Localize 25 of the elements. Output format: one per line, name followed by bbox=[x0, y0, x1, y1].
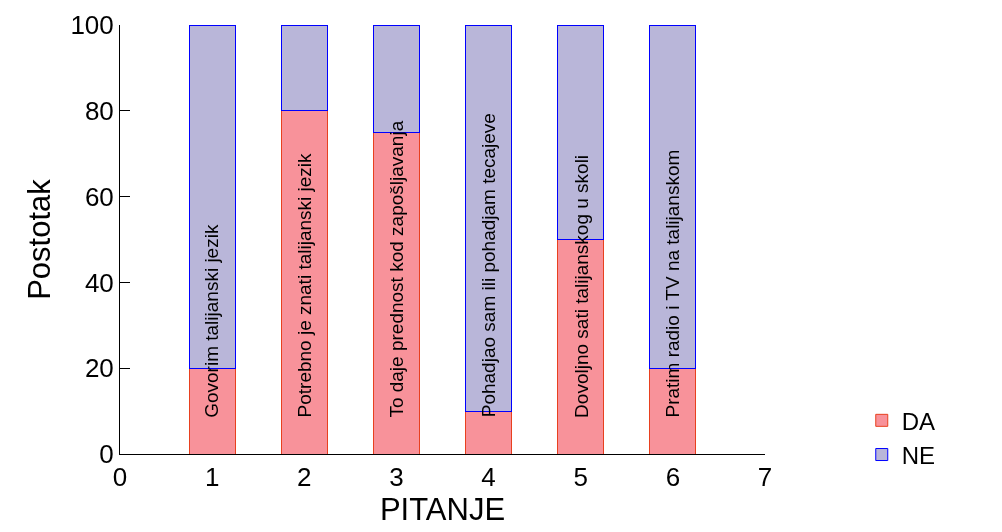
x-tick-label: 1 bbox=[204, 462, 220, 493]
annotation: Govorim talijanski jezik bbox=[201, 224, 223, 418]
y-tick-label: 20 bbox=[84, 353, 114, 384]
bar bbox=[280, 25, 328, 112]
x-tick-label: 4 bbox=[481, 462, 496, 493]
annotation: Potrebno je znati talijanski jezik bbox=[294, 152, 316, 418]
x-tick-label: 2 bbox=[297, 462, 312, 493]
y-tick-label: 100 bbox=[70, 10, 114, 41]
y-tick-label: 40 bbox=[84, 267, 114, 298]
y-axis-title: Postotak bbox=[22, 178, 58, 300]
annotation: Pratim radio i TV na talijanskom bbox=[662, 149, 684, 418]
bar bbox=[280, 110, 328, 454]
x-tick-label: 3 bbox=[389, 462, 404, 493]
legend-label: NE bbox=[901, 441, 936, 469]
x-tick-label: 5 bbox=[573, 462, 588, 493]
y-tick-label: 80 bbox=[84, 95, 114, 126]
annotation: Pohadjao sam ili pohadjam tecajeve bbox=[477, 113, 499, 418]
x-axis-title: PITANJE bbox=[379, 492, 506, 528]
x-tick-label: 7 bbox=[757, 462, 773, 493]
annotation: Dovoljno sati talijanskog u skoli bbox=[570, 154, 592, 418]
y-tick-label: 60 bbox=[84, 181, 114, 212]
annotation: To daje prednost kod zapošljavanja bbox=[386, 120, 408, 418]
y-tick-label: 0 bbox=[99, 439, 114, 470]
legend-label: DA bbox=[901, 407, 936, 435]
x-tick-label: 6 bbox=[665, 462, 681, 493]
